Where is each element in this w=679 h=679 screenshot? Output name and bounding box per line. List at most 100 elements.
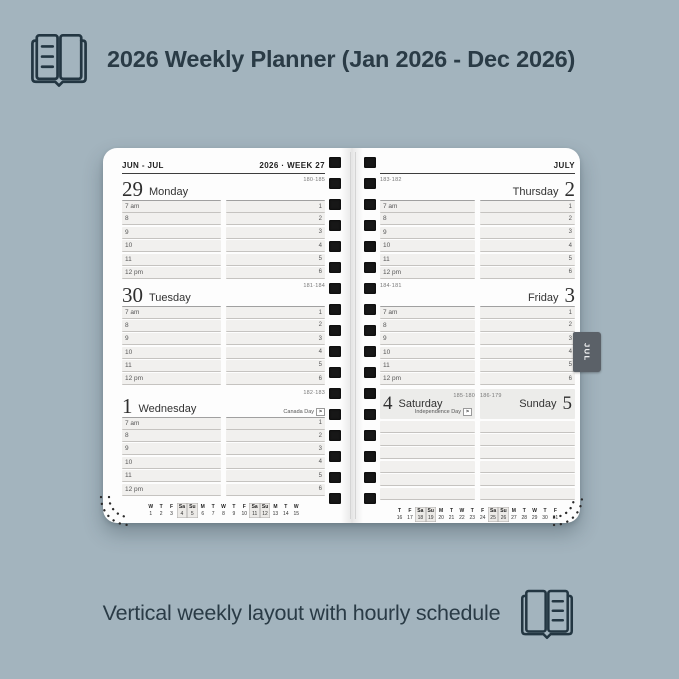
binding-hole bbox=[364, 241, 376, 252]
binding-hole bbox=[364, 430, 376, 441]
day-block: 181·184 30 Tuesday 7 am 1 8 2 9 3 10 4 11 5 12 pm 6 bbox=[122, 280, 325, 386]
hour-label: 8 bbox=[383, 321, 387, 329]
day-of-year-label: 184·181 bbox=[380, 283, 402, 290]
slot-number: 3 bbox=[318, 445, 322, 452]
right-page-days: 183·182 Thursday 2 7 am 1 8 2 9 3 10 4 11 5 12 pm 6 184… bbox=[380, 174, 575, 501]
day-number: 5 bbox=[562, 393, 573, 415]
hour-label: 10 bbox=[125, 458, 133, 466]
mini-calendar-letter: M bbox=[511, 508, 516, 515]
binding-hole bbox=[329, 157, 341, 168]
hourly-schedule-grid: 7 am 1 8 2 9 3 10 4 11 5 12 pm 6 bbox=[122, 416, 325, 497]
mini-calendar-day: T 14 bbox=[281, 503, 291, 518]
binding-hole bbox=[364, 493, 376, 504]
slot-number: 4 bbox=[318, 459, 322, 466]
time-cell: 9 bbox=[380, 333, 475, 346]
day-header: 180·185 29 Monday bbox=[122, 174, 325, 200]
mini-calendar-number: 7 bbox=[211, 510, 215, 517]
binding-hole bbox=[364, 451, 376, 462]
slot-cell: 5 bbox=[226, 470, 325, 483]
mini-calendar-day: F 10 bbox=[239, 503, 249, 518]
slot-cell: 1 bbox=[226, 306, 325, 320]
slot-cell: 1 bbox=[480, 200, 575, 213]
hour-label: 9 bbox=[125, 335, 129, 343]
mini-calendar-day: Sa 11 bbox=[249, 503, 260, 519]
spine-line bbox=[350, 152, 351, 519]
mini-calendar-number: 3 bbox=[170, 510, 173, 517]
slot-number: 3 bbox=[318, 335, 322, 342]
time-cell: 7 am bbox=[122, 416, 221, 430]
mini-calendar-day: W 22 bbox=[457, 507, 467, 522]
day-header: 181·184 30 Tuesday bbox=[122, 280, 325, 306]
day-number: 30 bbox=[122, 283, 143, 308]
day-name: Sunday bbox=[519, 397, 557, 410]
mini-calendar-number: 13 bbox=[272, 510, 279, 517]
time-cell: 11 bbox=[380, 359, 475, 372]
day-name: Monday bbox=[149, 186, 189, 198]
slot-cell: 5 bbox=[226, 253, 325, 266]
mini-calendar-day: T 30 bbox=[540, 507, 550, 522]
binding-hole bbox=[364, 346, 376, 357]
mini-calendar-letter: F bbox=[242, 504, 246, 511]
hour-label: 7 am bbox=[125, 203, 140, 210]
weekend-row bbox=[380, 474, 575, 487]
time-cell: 11 bbox=[122, 359, 221, 372]
time-cell: 7 am bbox=[380, 200, 475, 213]
hourly-schedule-grid: 7 am 1 8 2 9 3 10 4 11 5 12 pm 6 bbox=[380, 306, 575, 386]
hour-row: 7 am 1 bbox=[380, 200, 575, 213]
note-cell bbox=[480, 420, 575, 433]
mini-calendar-number: 10 bbox=[241, 510, 248, 517]
time-cell: 12 pm bbox=[122, 266, 221, 279]
mini-calendar-day: M 27 bbox=[509, 507, 519, 522]
slot-number: 6 bbox=[318, 269, 322, 276]
time-cell: 11 bbox=[380, 253, 475, 266]
slot-number: 6 bbox=[568, 269, 572, 276]
weekend-row bbox=[380, 460, 575, 474]
slot-cell: 2 bbox=[226, 213, 325, 226]
slot-number: 3 bbox=[568, 229, 572, 236]
slot-cell: 6 bbox=[226, 373, 325, 386]
weekend-row bbox=[380, 420, 575, 434]
time-cell: 11 bbox=[122, 470, 221, 483]
bottom-banner: Vertical weekly layout with hourly sched… bbox=[0, 586, 679, 640]
hour-row: 7 am 1 bbox=[122, 200, 325, 213]
hour-row: 11 5 bbox=[122, 359, 325, 373]
time-cell: 12 pm bbox=[380, 266, 475, 279]
open-planner-icon bbox=[521, 589, 574, 640]
binding-holes-right bbox=[364, 157, 376, 504]
slot-cell: 3 bbox=[226, 443, 325, 456]
mini-calendar-day: F 17 bbox=[405, 507, 415, 522]
note-cell bbox=[480, 460, 575, 473]
time-cell: 10 bbox=[380, 240, 475, 253]
holiday-text: Canada Day bbox=[283, 408, 314, 415]
slot-number: 5 bbox=[568, 256, 572, 263]
day-block: 184·181 Friday 3 7 am 1 8 2 9 3 10 4 11 5 12 pm 6 bbox=[380, 280, 575, 386]
mini-calendar-number: 2 bbox=[159, 510, 163, 517]
binding-hole bbox=[329, 493, 341, 504]
slot-number: 5 bbox=[318, 472, 322, 479]
hour-row: 7 am 1 bbox=[380, 306, 575, 320]
slot-cell: 6 bbox=[226, 483, 325, 496]
binding-hole bbox=[364, 283, 376, 294]
binding-hole bbox=[364, 325, 376, 336]
hour-row: 10 4 bbox=[380, 240, 575, 253]
mini-calendar-day: M 20 bbox=[436, 507, 446, 522]
time-cell: 9 bbox=[380, 226, 475, 239]
mini-calendar-day: M 13 bbox=[270, 503, 280, 518]
mini-calendar-day: Su 26 bbox=[498, 507, 509, 523]
hour-label: 8 bbox=[383, 215, 387, 223]
mini-calendar-day: T 23 bbox=[467, 507, 477, 522]
mini-calendar-letter: F bbox=[408, 508, 412, 515]
slot-cell: 5 bbox=[480, 253, 575, 266]
mini-calendar-day: W 15 bbox=[291, 503, 301, 518]
time-cell: 8 bbox=[122, 430, 221, 443]
binding-hole bbox=[329, 220, 341, 231]
hour-row: 10 4 bbox=[122, 456, 325, 470]
right-page-header: JULY bbox=[380, 158, 575, 174]
binding-hole bbox=[329, 283, 341, 294]
slot-cell: 5 bbox=[226, 359, 325, 372]
slot-cell: 3 bbox=[226, 333, 325, 346]
